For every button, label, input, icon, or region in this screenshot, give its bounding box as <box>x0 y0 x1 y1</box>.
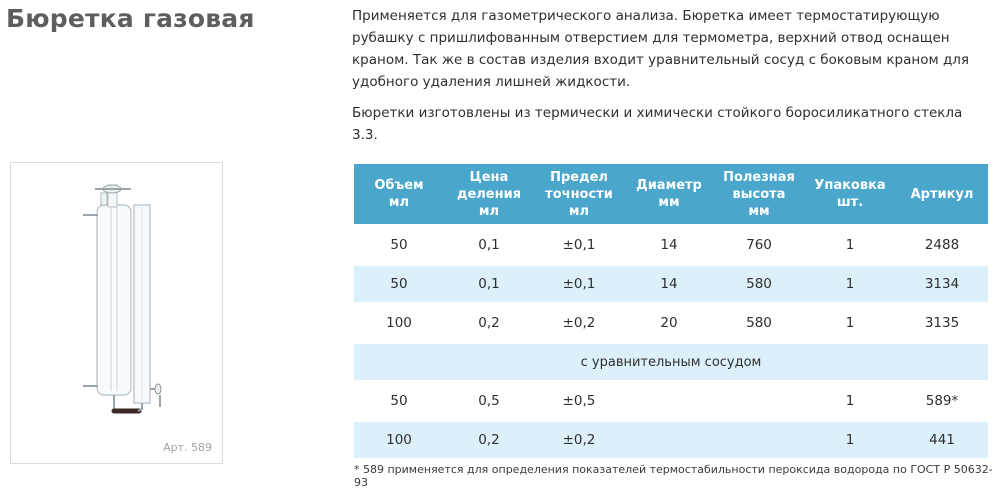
table-row: 50 0,5 ±0,5 1 589* <box>354 383 988 419</box>
cell-package: 1 <box>845 237 855 253</box>
cell-diameter <box>624 383 714 419</box>
column-header-height: Полезная высота мм <box>714 164 804 224</box>
footnote: * 589 применяется для определения показа… <box>354 463 993 489</box>
specifications-table: Объем мл Цена деления мл Предел точности мл… <box>354 161 988 461</box>
cell-volume: 100 <box>354 422 444 458</box>
cell-article: 589* <box>925 393 959 409</box>
cell-volume: 50 <box>390 393 408 409</box>
cell-package: 1 <box>804 422 896 458</box>
page-title: Бюретка газовая <box>6 4 255 33</box>
cell-package: 1 <box>804 266 896 302</box>
cell-volume: 100 <box>386 315 412 331</box>
product-photo: Арт. 589 <box>10 162 223 464</box>
column-header-package: Упаковка шт. <box>804 164 896 224</box>
cell-division: 0,2 <box>444 422 534 458</box>
cell-accuracy: ±0,2 <box>562 315 596 331</box>
cell-article: 2488 <box>924 237 960 253</box>
description-paragraph: Бюретки изготовлены из термически и хими… <box>352 105 963 143</box>
cell-accuracy: ±0,2 <box>534 422 624 458</box>
gas-burette-illustration <box>83 184 162 414</box>
cell-diameter: 20 <box>660 315 678 331</box>
cell-accuracy: ±0,1 <box>534 266 624 302</box>
cell-height: 580 <box>746 315 772 331</box>
cell-height: 580 <box>714 266 804 302</box>
table-header-row: Объем мл Цена деления мл Предел точности мл… <box>354 164 988 224</box>
column-header-accuracy: Предел точности мл <box>534 164 624 224</box>
column-header-division: Цена деления мл <box>444 164 534 224</box>
cell-article: 3135 <box>924 315 960 331</box>
table-row: 100 0,2 ±0,2 20 580 1 3135 <box>354 305 988 341</box>
column-header-volume: Объем мл <box>354 164 444 224</box>
table-section-row: с уравнительным сосудом <box>354 344 988 380</box>
cell-height <box>714 383 804 419</box>
cell-division: 0,2 <box>478 315 500 331</box>
cell-article: 3134 <box>896 266 988 302</box>
cell-article: 441 <box>896 422 988 458</box>
cell-package: 1 <box>845 315 855 331</box>
product-description: Применяется для газометрического анализа… <box>352 5 992 155</box>
article-caption: Арт. 589 <box>163 441 212 454</box>
cell-division: 0,1 <box>478 237 500 253</box>
column-header-diameter: Диаметр мм <box>624 164 714 224</box>
cell-volume: 50 <box>390 237 408 253</box>
cell-division: 0,1 <box>444 266 534 302</box>
table-row: 50 0,1 ±0,1 14 580 1 3134 <box>354 266 988 302</box>
table-row: 50 0,1 ±0,1 14 760 1 2488 <box>354 227 988 263</box>
column-header-article: Артикул <box>896 164 988 224</box>
description-paragraph: Применяется для газометрического анализа… <box>352 8 970 90</box>
cell-accuracy: ±0,1 <box>562 237 596 253</box>
cell-diameter: 14 <box>660 237 678 253</box>
cell-accuracy: ±0,5 <box>562 393 596 409</box>
cell-height <box>714 422 804 458</box>
section-label: с уравнительным сосудом <box>354 344 988 380</box>
cell-package: 1 <box>845 393 855 409</box>
cell-division: 0,5 <box>478 393 500 409</box>
cell-height: 760 <box>746 237 772 253</box>
table-row: 100 0,2 ±0,2 1 441 <box>354 422 988 458</box>
cell-diameter: 14 <box>624 266 714 302</box>
cell-volume: 50 <box>354 266 444 302</box>
cell-diameter <box>624 422 714 458</box>
